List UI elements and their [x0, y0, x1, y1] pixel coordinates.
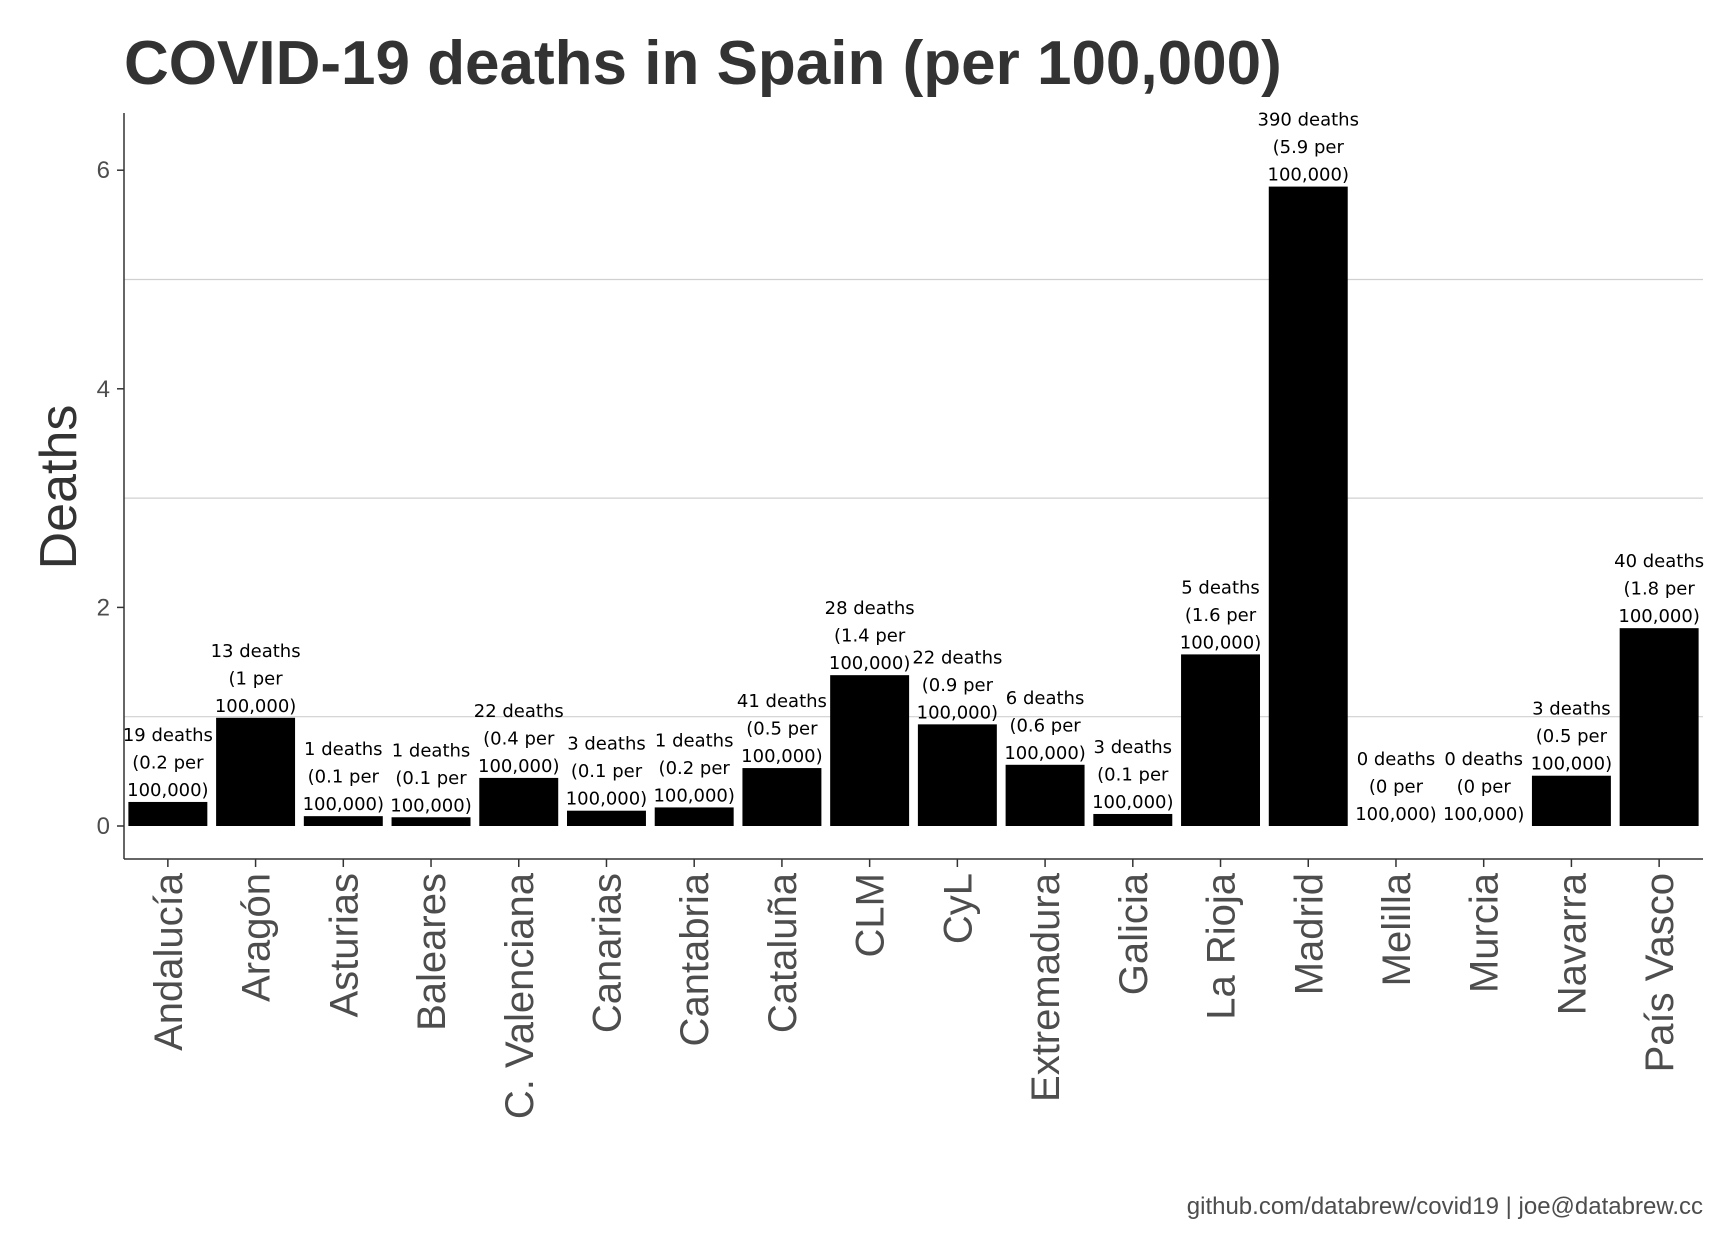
data-label: 3 deaths (0.5 per 100,000)	[1531, 699, 1612, 775]
bar	[128, 801, 208, 826]
y-tick-label: 6	[97, 157, 110, 184]
x-tick-label: Melilla	[1375, 872, 1419, 986]
bar	[303, 816, 383, 826]
data-label: 22 deaths (0.4 per 100,000)	[474, 701, 564, 777]
bar	[566, 810, 646, 826]
y-tick-label: 2	[97, 594, 110, 621]
caption: github.com/databrew/covid19 | joe@databr…	[1187, 1193, 1703, 1220]
x-tick-label: Madrid	[1287, 873, 1331, 995]
data-labels: 19 deaths (0.2 per 100,000) 13 deaths (1 per…	[123, 110, 1704, 825]
y-tick-label: 4	[97, 376, 110, 403]
x-tick-label: Cataluña	[761, 872, 805, 1033]
data-label: 40 deaths (1.8 per 100,000)	[1614, 551, 1704, 627]
x-tick-label: Navarra	[1550, 872, 1594, 1015]
data-label: 6 deaths (0.6 per 100,000)	[1004, 688, 1085, 764]
data-label: 1 deaths (0.1 per 100,000)	[303, 739, 384, 815]
x-tick-label: Andalucía	[147, 872, 191, 1051]
x-tick-label: C. Valenciana	[498, 872, 542, 1119]
bar	[830, 675, 910, 826]
data-label: 5 deaths (1.6 per 100,000)	[1180, 577, 1261, 653]
data-label: 3 deaths (0.1 per 100,000)	[1092, 737, 1173, 813]
x-tick-label: La Rioja	[1200, 872, 1244, 1020]
x-tick-label: Aragón	[235, 873, 279, 1002]
bar	[1268, 186, 1348, 827]
bar	[1531, 775, 1611, 826]
data-label: 0 deaths (0 per 100,000)	[1355, 749, 1436, 825]
x-tick-label: Murcia	[1463, 872, 1507, 993]
data-label: 390 deaths (5.9 per 100,000)	[1258, 110, 1359, 186]
bars	[128, 186, 1699, 827]
bar	[1093, 813, 1173, 826]
bar	[1005, 764, 1085, 826]
y-axis-ticks: 0 2 4 6	[97, 157, 124, 840]
data-label: 41 deaths (0.5 per 100,000)	[737, 691, 827, 767]
data-label: 19 deaths (0.2 per 100,000)	[123, 725, 213, 801]
bar	[391, 817, 471, 826]
data-label: 13 deaths (1 per 100,000)	[211, 641, 301, 717]
bar	[742, 768, 822, 826]
bar	[216, 717, 296, 826]
bar	[917, 724, 997, 826]
x-tick-label: País Vasco	[1638, 873, 1682, 1072]
x-tick-label: CyL	[936, 873, 980, 944]
data-label: 0 deaths (0 per 100,000)	[1443, 749, 1524, 825]
data-label: 1 deaths (0.2 per 100,000)	[653, 730, 734, 806]
x-tick-label: Canarias	[585, 873, 629, 1033]
x-tick-label: Asturias	[322, 873, 366, 1018]
data-label: 22 deaths (0.9 per 100,000)	[912, 647, 1002, 723]
bar	[654, 807, 734, 826]
bar	[1181, 654, 1261, 826]
x-tick-label: Extremadura	[1024, 872, 1068, 1102]
grid-lines	[124, 278, 1703, 718]
chart-title: COVID-19 deaths in Spain (per 100,000)	[124, 29, 1282, 98]
bar	[1619, 628, 1699, 826]
x-axis-ticks: Andalucía Aragón Asturias Baleares C. Valenc…	[147, 859, 1682, 1119]
x-tick-label: Cantabria	[673, 872, 717, 1046]
data-label: 1 deaths (0.1 per 100,000)	[390, 740, 471, 816]
data-label: 28 deaths (1.4 per 100,000)	[825, 598, 915, 674]
x-tick-label: Galicia	[1112, 872, 1156, 995]
data-label: 3 deaths (0.1 per 100,000)	[566, 734, 647, 810]
x-tick-label: CLM	[849, 873, 893, 957]
axes	[123, 113, 1703, 860]
bar	[479, 777, 559, 826]
x-tick-label: Baleares	[410, 873, 454, 1031]
y-axis-label: Deaths	[30, 405, 88, 570]
y-tick-label: 0	[97, 813, 110, 840]
